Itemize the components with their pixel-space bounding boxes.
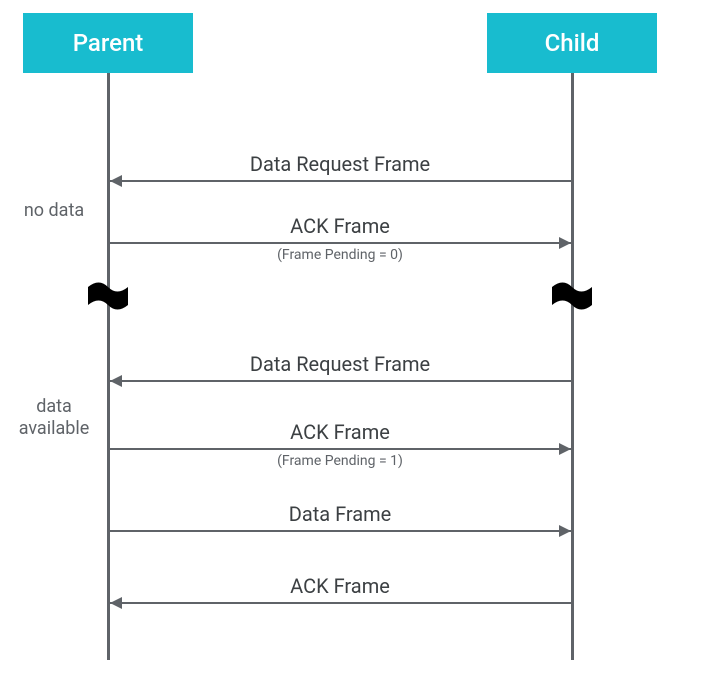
message-arrow <box>110 242 571 244</box>
participant-parent: Parent <box>23 13 193 73</box>
message-arrow <box>110 448 571 450</box>
message-label: ACK Frame <box>190 214 490 238</box>
arrowhead-icon <box>110 597 122 609</box>
side-note: data available <box>8 396 100 439</box>
message-label: ACK Frame <box>190 574 490 598</box>
participant-child: Child <box>487 13 657 73</box>
arrowhead-icon <box>110 375 122 387</box>
message-arrow <box>110 602 571 604</box>
message-label: ACK Frame <box>190 420 490 444</box>
arrowhead-icon <box>559 237 571 249</box>
time-break-flag-child <box>550 281 594 319</box>
message-arrow <box>110 180 571 182</box>
message-label: Data Frame <box>190 502 490 526</box>
time-break-flag-parent <box>86 281 130 319</box>
participant-child-label: Child <box>545 29 600 57</box>
arrowhead-icon <box>110 175 122 187</box>
side-note: no data <box>8 200 100 222</box>
message-arrow <box>110 380 571 382</box>
lifeline-child <box>571 73 574 660</box>
message-sublabel: (Frame Pending = 0) <box>190 247 490 263</box>
lifeline-parent <box>107 73 110 660</box>
participant-parent-label: Parent <box>73 29 144 57</box>
message-arrow <box>110 530 571 532</box>
arrowhead-icon <box>559 525 571 537</box>
message-label: Data Request Frame <box>190 152 490 176</box>
arrowhead-icon <box>559 443 571 455</box>
message-sublabel: (Frame Pending = 1) <box>190 453 490 469</box>
message-label: Data Request Frame <box>190 352 490 376</box>
